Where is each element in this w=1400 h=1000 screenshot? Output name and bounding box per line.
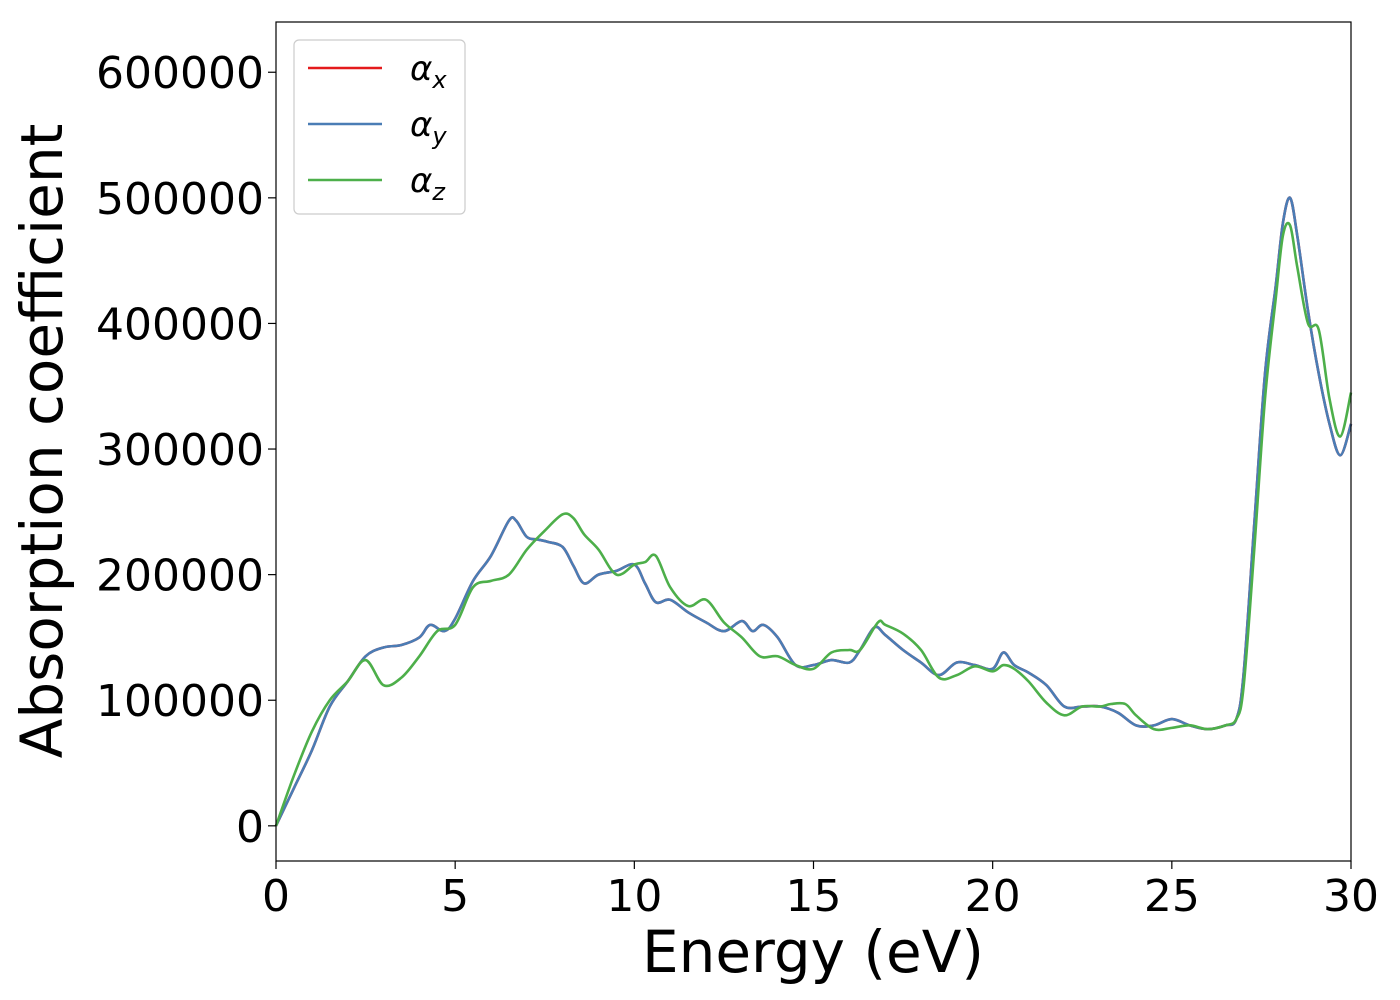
y-tick-label: 200000 (96, 551, 264, 602)
x-axis-label: Energy (eV) (642, 918, 984, 986)
legend-box (293, 39, 466, 215)
series-layer (274, 196, 1353, 827)
y-axis-label: Absorption coefficient (8, 124, 76, 759)
y-tick-label: 0 (236, 802, 264, 853)
y-tick-label: 400000 (96, 299, 264, 350)
x-tick-label: 30 (1323, 871, 1379, 922)
y-axis-ticks: 0 100000 200000 300000 400000 500000 600000 (96, 48, 276, 853)
y-tick-label: 100000 (96, 676, 264, 727)
y-tick-label: 500000 (96, 174, 264, 225)
x-tick-label: 15 (786, 871, 842, 922)
x-tick-label: 5 (441, 871, 469, 922)
legend-label-y: αy (410, 105, 447, 150)
y-tick-label: 600000 (96, 48, 264, 99)
y-tick-label: 300000 (96, 425, 264, 476)
legend-label-x: αx (410, 49, 447, 94)
x-tick-label: 0 (262, 871, 290, 922)
legend: αx αy αz (293, 39, 466, 215)
x-axis-ticks: 0 5 10 15 20 25 30 (262, 861, 1379, 922)
x-tick-label: 10 (606, 871, 662, 922)
series-line-z (274, 221, 1353, 827)
x-tick-label: 25 (1144, 871, 1200, 922)
legend-label-z: αz (410, 161, 446, 206)
x-tick-label: 20 (965, 871, 1021, 922)
